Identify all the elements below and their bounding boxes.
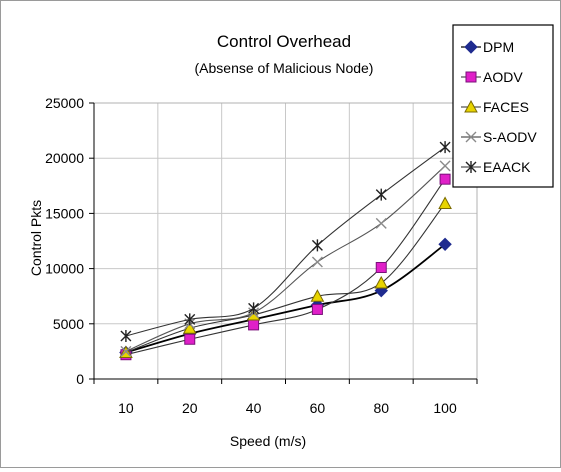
- data-point-s-aodv: [120, 345, 132, 357]
- x-tick-label: 80: [373, 400, 389, 416]
- legend-marker-faces: [464, 99, 478, 113]
- grid: [93, 102, 478, 380]
- data-point-faces: [374, 275, 389, 289]
- series-layer: [119, 141, 452, 361]
- x-tick-label: 60: [310, 400, 326, 416]
- data-point-eaack: [248, 302, 260, 315]
- legend-marker-s-aodv: [465, 131, 477, 143]
- y-tick-label: 5000: [53, 316, 84, 332]
- x-tick-label: 100: [433, 400, 457, 416]
- series-eaack: [120, 141, 451, 342]
- x-axis-label: Speed (m/s): [230, 433, 306, 449]
- data-point-eaack: [311, 239, 323, 252]
- y-tick-label: 0: [76, 371, 84, 387]
- data-point-s-aodv: [439, 160, 451, 172]
- legend-marker-aodv: [465, 71, 477, 83]
- chart-subtitle: (Absense of Malicious Node): [195, 60, 374, 76]
- legend-label-dpm: DPM: [483, 39, 514, 55]
- data-point-s-aodv: [375, 217, 387, 229]
- legend-label-s-aodv: S-AODV: [483, 129, 537, 145]
- chart-title: Control Overhead: [217, 32, 351, 51]
- data-point-eaack: [439, 141, 451, 154]
- data-point-aodv: [375, 261, 387, 273]
- legend-label-faces: FACES: [483, 99, 529, 115]
- legend-marker-dpm: [464, 40, 478, 54]
- y-tick-label: 15000: [45, 205, 84, 221]
- data-point-aodv: [184, 333, 196, 345]
- legend: DPM AODV FACES S-AODV EAACK: [452, 24, 554, 188]
- data-point-faces: [438, 196, 452, 209]
- data-point-dpm: [438, 237, 452, 252]
- y-tick-label: 25000: [45, 95, 84, 111]
- x-tick-label: 40: [246, 400, 262, 416]
- y-axis-label: Control Pkts: [28, 200, 44, 276]
- data-point-eaack: [375, 188, 387, 201]
- legend-label-aodv: AODV: [483, 69, 523, 85]
- data-point-eaack: [184, 313, 196, 326]
- data-point-faces: [310, 289, 325, 302]
- x-tick-label: 10: [118, 400, 134, 416]
- y-tick-label: 10000: [45, 261, 84, 277]
- data-point-aodv: [439, 173, 451, 185]
- y-tick-label: 20000: [45, 150, 84, 166]
- series-faces: [119, 196, 452, 359]
- axes: 0 5000 10000 15000 20000 25000 10 20 40 60 80 100: [45, 95, 478, 416]
- data-point-eaack: [120, 329, 132, 342]
- data-point-s-aodv: [311, 256, 323, 268]
- legend-label-eaack: EAACK: [483, 159, 531, 175]
- data-point-aodv: [248, 319, 260, 331]
- series-line-s-aodv: [125, 165, 446, 352]
- data-point-aodv: [311, 303, 323, 315]
- legend-marker-eaack: [465, 161, 477, 173]
- x-tick-label: 20: [182, 400, 198, 416]
